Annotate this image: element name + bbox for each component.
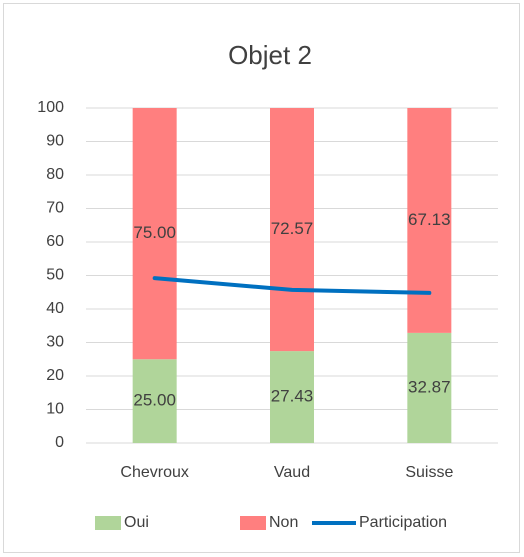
data-label: 75.00 <box>133 223 176 242</box>
y-tick-label: 0 <box>55 434 64 451</box>
bar <box>407 108 452 333</box>
bar <box>132 108 177 360</box>
data-label: 27.43 <box>271 387 314 406</box>
bar <box>270 351 314 443</box>
data-label: 32.87 <box>408 377 451 396</box>
y-tick-label: 70 <box>46 200 64 217</box>
x-tick-label: Vaud <box>274 464 310 481</box>
y-tick-label: 60 <box>46 233 64 250</box>
legend-label: Non <box>269 514 298 531</box>
y-tick-label: 20 <box>46 367 64 384</box>
bar <box>132 359 177 443</box>
x-tick-label: Chevroux <box>120 464 188 481</box>
legend-label: Participation <box>359 514 447 531</box>
legend-label: Oui <box>124 514 149 531</box>
y-tick-label: 50 <box>46 267 64 284</box>
data-label: 67.13 <box>408 210 451 229</box>
data-label: 25.00 <box>133 391 176 410</box>
y-tick-label: 90 <box>46 133 64 150</box>
legend-swatch <box>95 516 121 530</box>
y-tick-label: 80 <box>46 166 64 183</box>
y-tick-label: 100 <box>37 99 64 116</box>
y-tick-label: 10 <box>46 401 64 418</box>
x-tick-label: Suisse <box>405 464 453 481</box>
chart-title: Objet 2 <box>228 40 312 70</box>
line <box>152 276 432 295</box>
data-label: 72.57 <box>271 219 314 238</box>
bar <box>407 332 452 443</box>
bar <box>270 108 314 352</box>
y-tick-label: 40 <box>46 300 64 317</box>
legend-swatch <box>240 516 266 530</box>
y-tick-label: 30 <box>46 334 64 351</box>
